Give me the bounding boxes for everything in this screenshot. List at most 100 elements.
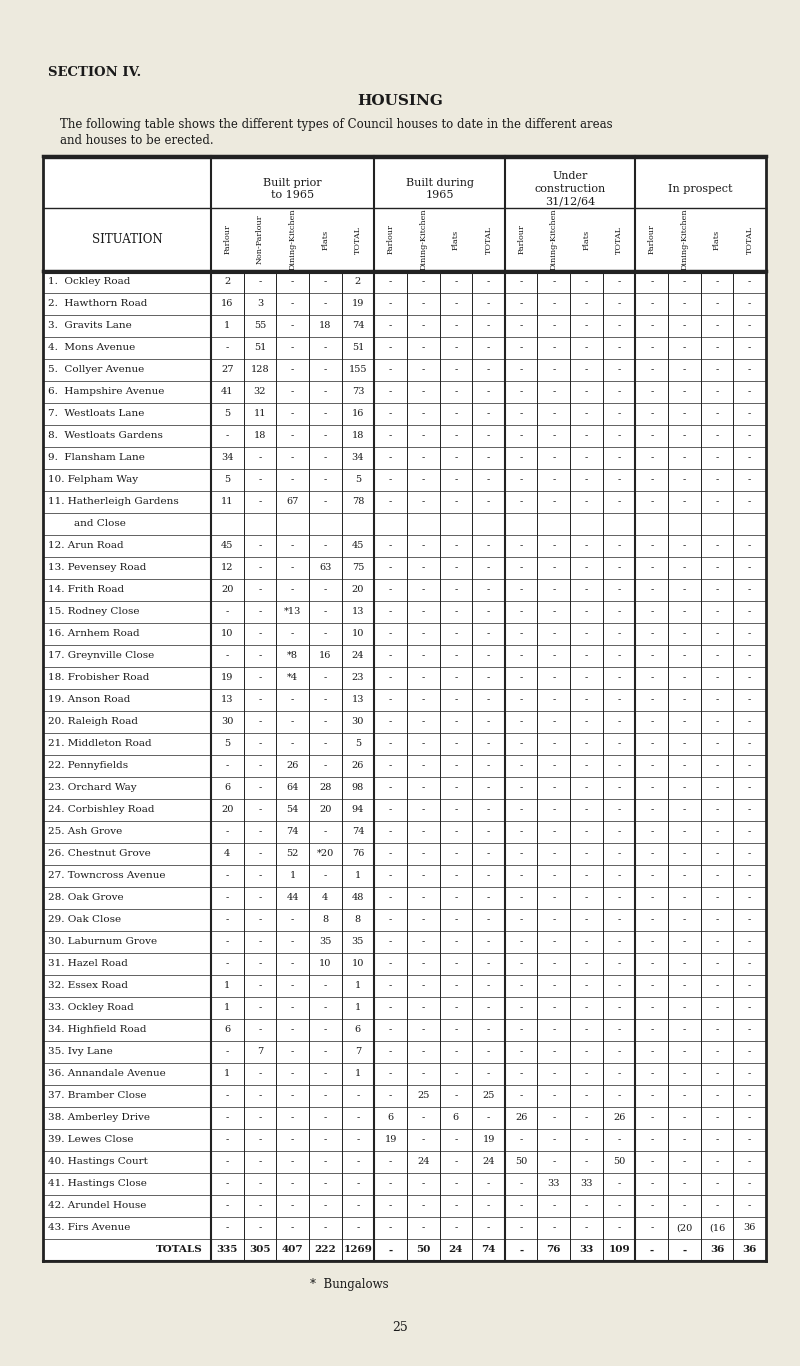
Text: -: - xyxy=(324,432,327,440)
Text: -: - xyxy=(389,893,392,903)
Text: -: - xyxy=(618,937,621,947)
Text: -: - xyxy=(389,432,392,440)
Text: -: - xyxy=(715,673,718,683)
Text: -: - xyxy=(356,1179,359,1188)
Text: -: - xyxy=(682,277,686,287)
Text: -: - xyxy=(291,277,294,287)
Text: -: - xyxy=(682,564,686,572)
Text: -: - xyxy=(422,608,425,616)
Text: -: - xyxy=(422,564,425,572)
Text: 6: 6 xyxy=(355,1026,361,1034)
Text: -: - xyxy=(682,1091,686,1101)
Text: -: - xyxy=(226,1224,229,1232)
Text: -: - xyxy=(389,630,392,638)
Text: -: - xyxy=(585,630,588,638)
Text: -: - xyxy=(454,806,458,814)
Text: -: - xyxy=(650,937,654,947)
Text: -: - xyxy=(552,673,555,683)
Text: 12: 12 xyxy=(221,564,234,572)
Text: 50: 50 xyxy=(416,1246,430,1254)
Text: -: - xyxy=(291,586,294,594)
Text: -: - xyxy=(226,1048,229,1056)
Text: -: - xyxy=(519,564,522,572)
Text: -: - xyxy=(552,475,555,485)
Text: -: - xyxy=(519,717,522,727)
Text: -: - xyxy=(454,739,458,749)
Text: -: - xyxy=(618,893,621,903)
Text: -: - xyxy=(618,1179,621,1188)
Text: -: - xyxy=(454,1157,458,1167)
Text: -: - xyxy=(585,277,588,287)
Text: -: - xyxy=(324,497,327,507)
Text: -: - xyxy=(422,388,425,396)
Text: -: - xyxy=(487,343,490,352)
Text: -: - xyxy=(618,1048,621,1056)
Text: -: - xyxy=(487,1113,490,1123)
Text: -: - xyxy=(324,1224,327,1232)
Text: -: - xyxy=(291,366,294,374)
Text: -: - xyxy=(552,497,555,507)
Text: Flats: Flats xyxy=(713,229,721,250)
Text: -: - xyxy=(585,872,588,881)
Text: -: - xyxy=(618,982,621,990)
Text: -: - xyxy=(487,695,490,705)
Text: -: - xyxy=(226,1135,229,1145)
Text: -: - xyxy=(585,1070,588,1079)
Text: 35: 35 xyxy=(352,937,364,947)
Text: -: - xyxy=(748,872,751,881)
Text: 12. Arun Road: 12. Arun Road xyxy=(48,541,124,550)
Text: -: - xyxy=(682,541,686,550)
Text: -: - xyxy=(552,608,555,616)
Text: -: - xyxy=(389,454,392,463)
Text: -: - xyxy=(715,850,718,858)
Text: -: - xyxy=(519,806,522,814)
Bar xyxy=(43,156,766,1261)
Text: -: - xyxy=(422,366,425,374)
Text: -: - xyxy=(650,1135,654,1145)
Text: Parlour: Parlour xyxy=(386,224,394,254)
Text: -: - xyxy=(748,343,751,352)
Text: -: - xyxy=(487,1202,490,1210)
Text: -: - xyxy=(519,1224,522,1232)
Text: -: - xyxy=(519,343,522,352)
Text: -: - xyxy=(650,1179,654,1188)
Text: 1: 1 xyxy=(354,1070,361,1079)
Text: -: - xyxy=(324,1048,327,1056)
Text: 6: 6 xyxy=(224,1026,230,1034)
Text: -: - xyxy=(422,915,425,925)
Text: -: - xyxy=(519,739,522,749)
Text: -: - xyxy=(552,630,555,638)
Text: -: - xyxy=(682,1026,686,1034)
Text: 6: 6 xyxy=(387,1113,394,1123)
Text: -: - xyxy=(519,959,522,968)
Text: -: - xyxy=(519,630,522,638)
Text: (16: (16 xyxy=(709,1224,725,1232)
Text: -: - xyxy=(291,1091,294,1101)
Text: -: - xyxy=(454,1026,458,1034)
Text: -: - xyxy=(487,915,490,925)
Text: -: - xyxy=(487,1224,490,1232)
Text: -: - xyxy=(585,299,588,309)
Text: -: - xyxy=(552,1048,555,1056)
Text: 1: 1 xyxy=(224,982,230,990)
Text: -: - xyxy=(291,959,294,968)
Text: -: - xyxy=(422,541,425,550)
Text: -: - xyxy=(422,277,425,287)
Text: -: - xyxy=(585,410,588,418)
Text: -: - xyxy=(552,1224,555,1232)
Text: -: - xyxy=(389,1202,392,1210)
Text: Dining-Kitchen: Dining-Kitchen xyxy=(419,209,427,270)
Text: -: - xyxy=(389,695,392,705)
Text: -: - xyxy=(650,564,654,572)
Text: -: - xyxy=(454,1179,458,1188)
Text: 7: 7 xyxy=(354,1048,361,1056)
Text: -: - xyxy=(618,1091,621,1101)
Text: -: - xyxy=(519,1202,522,1210)
Text: and houses to be erected.: and houses to be erected. xyxy=(60,134,214,148)
Text: -: - xyxy=(618,366,621,374)
Text: -: - xyxy=(715,454,718,463)
Text: -: - xyxy=(618,761,621,770)
Text: -: - xyxy=(682,1113,686,1123)
Text: -: - xyxy=(748,277,751,287)
Text: -: - xyxy=(618,828,621,836)
